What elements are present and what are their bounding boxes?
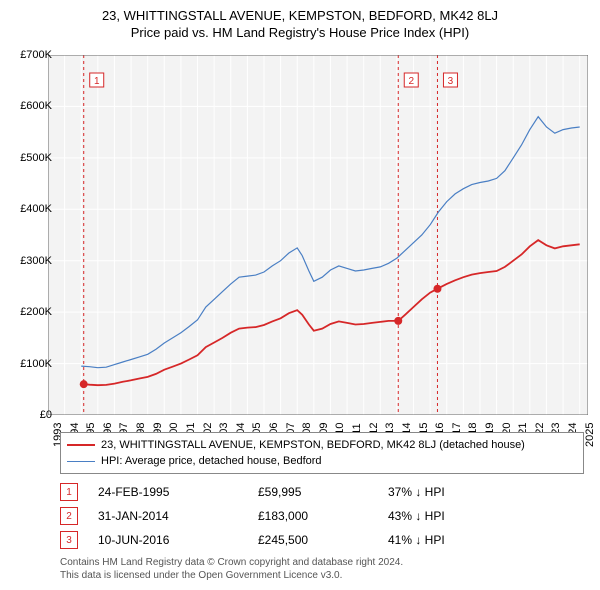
footnote-line-2: This data is licensed under the Open Gov…: [60, 569, 403, 582]
y-tick-label: £0: [40, 409, 52, 421]
sale-date: 24-FEB-1995: [98, 485, 258, 499]
sale-date: 10-JUN-2016: [98, 533, 258, 547]
legend-label: HPI: Average price, detached house, Bedf…: [101, 455, 322, 467]
sale-diff: 37% ↓ HPI: [388, 485, 508, 499]
chart-plot-area: 1 2 3: [48, 55, 588, 415]
x-tick-label: 2025: [584, 423, 596, 447]
chart-container: 23, WHITTINGSTALL AVENUE, KEMPSTON, BEDF…: [0, 0, 600, 590]
y-tick-label: £400K: [20, 203, 52, 215]
chart-subtitle: Price paid vs. HM Land Registry's House …: [0, 23, 600, 40]
legend: 23, WHITTINGSTALL AVENUE, KEMPSTON, BEDF…: [60, 432, 584, 474]
y-tick-label: £600K: [20, 100, 52, 112]
legend-row: HPI: Average price, detached house, Bedf…: [67, 453, 577, 469]
footnote: Contains HM Land Registry data © Crown c…: [60, 556, 403, 582]
y-tick-label: £700K: [20, 49, 52, 61]
sale-price: £245,500: [258, 533, 388, 547]
sales-table: 1 24-FEB-1995£59,99537% ↓ HPI 2 31-JAN-2014…: [60, 480, 570, 552]
svg-text:2: 2: [408, 76, 414, 87]
sale-diff: 43% ↓ HPI: [388, 509, 508, 523]
svg-text:1: 1: [94, 76, 100, 87]
y-tick-label: £200K: [20, 306, 52, 318]
sale-price: £59,995: [258, 485, 388, 499]
sale-badge: 3: [60, 531, 78, 549]
footnote-line-1: Contains HM Land Registry data © Crown c…: [60, 556, 403, 569]
sale-badge: 1: [60, 483, 78, 501]
sale-price: £183,000: [258, 509, 388, 523]
legend-swatch: [67, 461, 95, 462]
y-tick-label: £100K: [20, 358, 52, 370]
legend-label: 23, WHITTINGSTALL AVENUE, KEMPSTON, BEDF…: [101, 439, 525, 451]
y-tick-label: £500K: [20, 152, 52, 164]
y-tick-label: £300K: [20, 255, 52, 267]
svg-text:3: 3: [448, 76, 454, 87]
chart-title: 23, WHITTINGSTALL AVENUE, KEMPSTON, BEDF…: [0, 0, 600, 23]
sale-date: 31-JAN-2014: [98, 509, 258, 523]
sale-row: 1 24-FEB-1995£59,99537% ↓ HPI: [60, 480, 570, 504]
legend-row: 23, WHITTINGSTALL AVENUE, KEMPSTON, BEDF…: [67, 437, 577, 453]
sale-diff: 41% ↓ HPI: [388, 533, 508, 547]
sale-row: 3 10-JUN-2016£245,50041% ↓ HPI: [60, 528, 570, 552]
legend-swatch: [67, 444, 95, 446]
sale-badge: 2: [60, 507, 78, 525]
sale-row: 2 31-JAN-2014£183,00043% ↓ HPI: [60, 504, 570, 528]
chart-svg: 1 2 3: [48, 55, 588, 415]
